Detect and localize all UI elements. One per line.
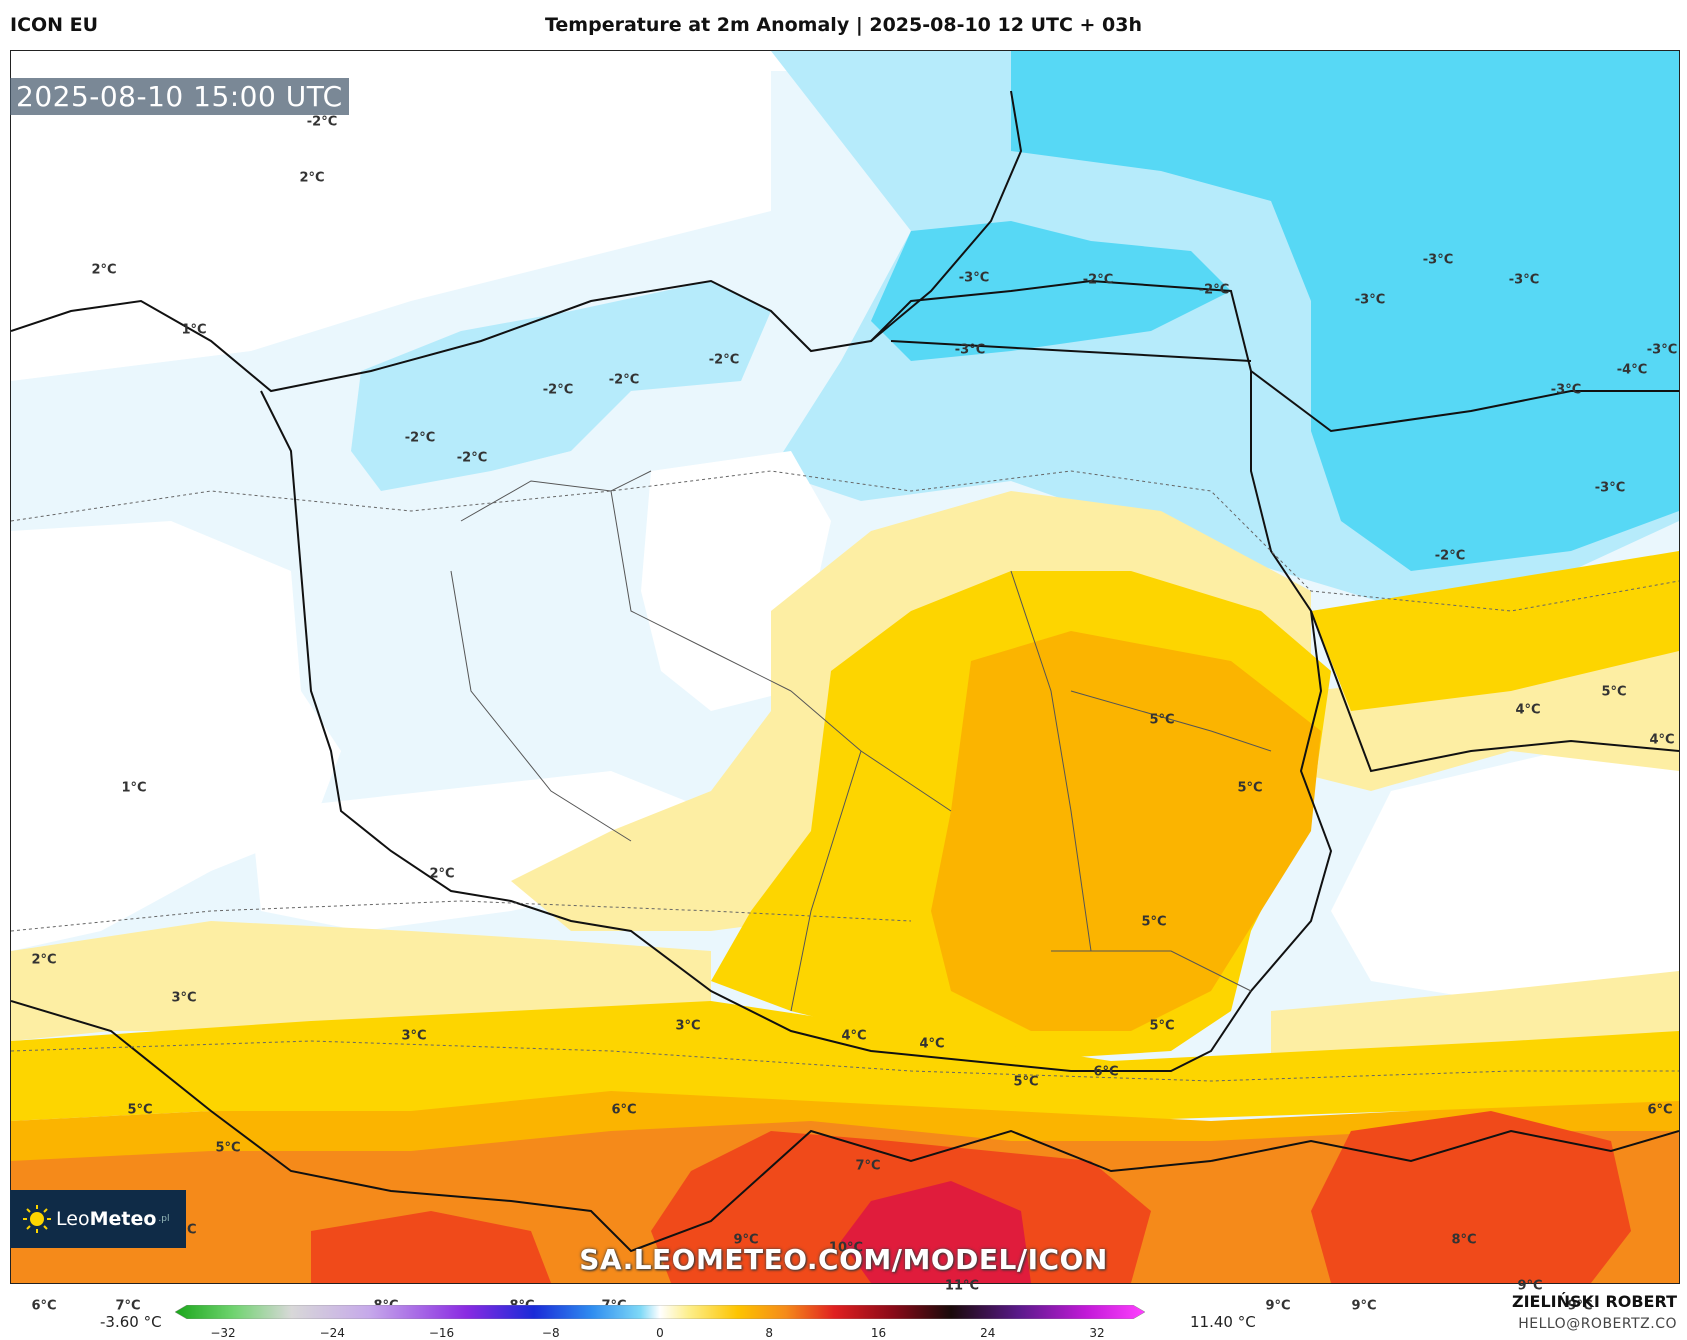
colorbar-tick: 8 <box>765 1326 774 1340</box>
contour-label: 5°C <box>215 1140 241 1156</box>
contour-label: 4°C <box>1515 702 1541 718</box>
contour-label: 7°C <box>855 1158 881 1174</box>
author-email[interactable]: HELLO@ROBERTZ.CO <box>1518 1316 1677 1332</box>
contour-label: -3°C <box>1594 480 1626 496</box>
contour-label: -2°C <box>542 382 574 398</box>
contour-label: 9°C <box>1265 1298 1291 1314</box>
colorbar-tick: −8 <box>541 1326 560 1340</box>
map-canvas <box>11 51 1679 1283</box>
contour-label: 2°C <box>91 262 117 278</box>
contour-label: -3°C <box>1508 272 1540 288</box>
zone-warm-south <box>11 1001 1679 1121</box>
zone-cold-pomerania <box>351 281 771 491</box>
contour-label: 5°C <box>1141 914 1167 930</box>
chart-title: Temperature at 2m Anomaly | 2025-08-10 1… <box>544 14 1143 36</box>
contour-label: 10°C <box>828 1240 864 1256</box>
contour-label: 2°C <box>429 866 455 882</box>
contour-label: 3°C <box>171 990 197 1006</box>
country-border-se <box>1210 1129 1679 1163</box>
contour-label: 7°C <box>115 1298 141 1314</box>
contour-label: 1°C <box>121 780 147 796</box>
country-border-ukraine <box>1310 610 1679 773</box>
contour-label: -3°C <box>1422 252 1454 268</box>
contour-label: 9°C <box>1567 1298 1593 1314</box>
colorbar-tick: 24 <box>980 1326 996 1340</box>
colorbar-min-label: -3.60 °C <box>100 1313 162 1331</box>
country-border-east <box>1250 370 1679 433</box>
zone-neutral-north <box>11 51 1679 381</box>
zone-very-hot-east <box>1311 1111 1631 1283</box>
contour-label: -2°C <box>708 352 740 368</box>
contour-label: 5°C <box>127 1102 153 1118</box>
region-borders <box>450 470 1272 1012</box>
contour-label: 1°C <box>181 322 207 338</box>
watermark-url: SA.LEOMETEO.COM/MODEL/ICON <box>579 1243 1108 1276</box>
country-border-poland <box>260 279 1333 1072</box>
country-border-kaliningrad <box>890 340 1252 362</box>
contour-label: -2°C <box>1434 548 1466 564</box>
valid-time-badge: 2025-08-10 15:00 UTC <box>10 78 349 115</box>
contour-label: 2°C <box>31 952 57 968</box>
zone-very-hot-sw <box>311 1211 551 1283</box>
zone-cold-strong <box>1011 51 1679 571</box>
contour-label: -2°C <box>404 430 436 446</box>
contour-label: 5°C <box>1237 780 1263 796</box>
contour-label: -2°C <box>1082 272 1114 288</box>
contour-label: -3°C <box>954 342 986 358</box>
contour-label: 5°C <box>1601 684 1627 700</box>
contour-label: -2°C <box>608 372 640 388</box>
sun-icon <box>23 1205 51 1233</box>
colorbar-tick: 16 <box>870 1326 887 1340</box>
contour-label: 6°C <box>611 1102 637 1118</box>
contour-label: 4°C <box>841 1028 867 1044</box>
contour-label: 9°C <box>1517 1278 1543 1294</box>
zone-warm-east <box>1311 551 1679 711</box>
contour-label: -3°C <box>958 270 990 286</box>
model-name: ICON EU <box>10 14 99 36</box>
contour-label: -4°C <box>1616 362 1648 378</box>
contour-label: 5°C <box>1013 1074 1039 1090</box>
logo-text: LeoMeteo <box>56 1208 157 1230</box>
colorbar-max-label: 11.40 °C <box>1190 1313 1256 1331</box>
contour-label: 4°C <box>919 1036 945 1052</box>
contour-label: -3°C <box>1550 382 1582 398</box>
contour-label: 2°C <box>299 170 325 186</box>
zone-warm-orange <box>931 631 1321 1031</box>
contour-label: -2°C <box>1198 282 1230 298</box>
logo-suffix: .pl <box>158 1214 170 1224</box>
country-border-south <box>11 1000 1212 1253</box>
contour-label: 5°C <box>1149 712 1175 728</box>
leometeo-logo[interactable]: LeoMeteo .pl <box>10 1190 186 1248</box>
contour-label: 11°C <box>944 1278 980 1294</box>
contour-label: 6°C <box>1647 1102 1673 1118</box>
contour-label: 3°C <box>401 1028 427 1044</box>
contour-label: 6°C <box>31 1298 57 1314</box>
contour-label: 4°C <box>1649 732 1675 748</box>
contour-label: -2°C <box>456 450 488 466</box>
contour-lines <box>11 470 1679 1082</box>
contour-label: -3°C <box>1354 292 1386 308</box>
colorbar <box>175 1305 1145 1319</box>
contour-label: -2°C <box>306 114 338 130</box>
colorbar-tick: −16 <box>428 1326 455 1340</box>
zone-neutral-east <box>1331 751 1679 1001</box>
contour-label: 3°C <box>675 1018 701 1034</box>
colorbar-tick: 0 <box>656 1326 664 1340</box>
contour-label: 6°C <box>1093 1064 1119 1080</box>
contour-label: 9°C <box>1351 1298 1377 1314</box>
colorbar-tick: −32 <box>210 1326 236 1340</box>
anomaly-map[interactable] <box>10 50 1680 1284</box>
contour-label: -3°C <box>1646 342 1678 358</box>
colorbar-tick: −24 <box>319 1326 345 1340</box>
zone-extreme <box>841 1181 1031 1283</box>
contour-label: 8°C <box>1451 1232 1477 1248</box>
author-name: ZIELIŃSKI ROBERT <box>1511 1292 1677 1311</box>
contour-label: 5°C <box>1149 1018 1175 1034</box>
colorbar-tick: 32 <box>1089 1326 1105 1340</box>
coastline <box>11 90 1023 393</box>
contour-label: 9°C <box>733 1232 759 1248</box>
